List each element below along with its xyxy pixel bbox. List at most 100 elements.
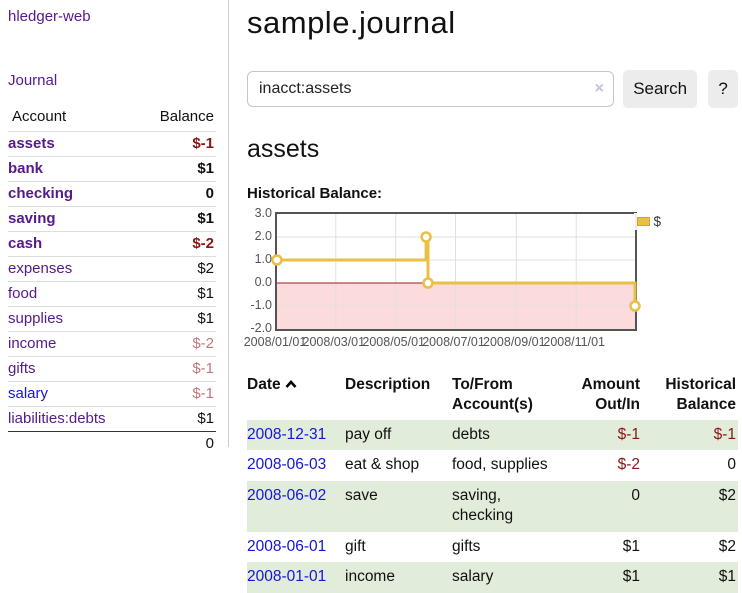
accounts-total-value: 0 [136,431,216,456]
account-row: supplies $1 [8,306,216,332]
account-row: income $-2 [8,331,216,357]
account-row: checking 0 [8,181,216,207]
historical-balance-chart: 3.0 2.0 1.0 0.0 -1.0 -2.0 $ 2008/01/01 2008/03… [244,206,667,352]
account-balance: $1 [136,406,216,432]
chart-title: Historical Balance: [247,185,383,202]
transaction-date-link[interactable]: 2008-06-01 [247,537,327,555]
data-point-marker [420,231,432,243]
transaction-balance: $2 [718,486,736,504]
account-link-food[interactable]: food [8,285,38,302]
account-row: salary $-1 [8,381,216,407]
nav-journal-link[interactable]: Journal [8,72,58,89]
account-balance: $2 [136,256,216,282]
account-link-expenses[interactable]: expenses [8,260,73,277]
register-header-accounts: To/From Account(s) [452,376,533,414]
account-balance: $1 [136,156,216,182]
account-row: saving $1 [8,206,216,232]
chart-legend: $ [634,213,664,230]
account-balance: $-1 [136,131,216,157]
clear-search-icon[interactable]: × [594,80,604,97]
search-button[interactable]: Search [623,70,698,108]
account-row: assets $-1 [8,131,216,157]
account-balance: $1 [136,281,216,307]
account-link-supplies[interactable]: supplies [8,310,64,327]
transaction-description: income [345,568,395,586]
transaction-balance: 0 [727,456,736,474]
y-tick-label: -2.0 [250,321,272,335]
search-form: × Search ? [247,70,738,108]
account-link-assets[interactable]: assets [8,135,55,152]
y-tick-label: -1.0 [250,298,272,312]
x-tick-label: 2008/11/01 [543,335,606,349]
transaction-date-link[interactable]: 2008-01-01 [247,568,327,586]
transaction-date-link[interactable]: 2008-06-03 [247,456,327,474]
data-point-marker [422,277,434,289]
account-row: gifts $-1 [8,356,216,382]
account-balance: $-1 [136,381,216,407]
account-row: liabilities:debts $1 [8,406,216,432]
x-tick-label: 2008/03/01 [302,335,366,349]
account-link-saving[interactable]: saving [8,210,56,227]
account-link-salary[interactable]: salary [8,385,49,402]
chart-y-axis: 3.0 2.0 1.0 0.0 -1.0 -2.0 [247,206,272,335]
register-header-description: Description [345,376,431,393]
transaction-accounts: salary [452,568,494,586]
register-header-amount: Amount Out/In [581,376,640,414]
transaction-amount: $1 [622,537,640,555]
account-balance: 0 [136,181,216,207]
search-input[interactable] [247,71,614,107]
transaction-date-link[interactable]: 2008-06-02 [247,486,327,504]
account-link-bank[interactable]: bank [8,160,44,177]
legend-swatch-icon [637,217,651,226]
account-link-income[interactable]: income [8,335,57,352]
account-link-checking[interactable]: checking [8,185,74,202]
register-header-balance: Historical Balance [665,376,736,414]
transaction-balance: $-1 [713,425,736,443]
data-point-marker [271,254,283,266]
account-balance: $1 [136,306,216,332]
accounts-header-account: Account [12,108,67,125]
account-link-cash[interactable]: cash [8,235,43,252]
account-row: expenses $2 [8,256,216,282]
sort-asc-icon [285,375,297,395]
accounts-header-balance: Balance [159,108,214,125]
register-header-date[interactable]: Date [247,371,345,420]
main-content: sample.journal × Search ? assets Histori… [244,0,738,593]
transaction-accounts: saving, checking [452,486,514,525]
transaction-amount: 0 [631,486,640,504]
transaction-description: gift [345,537,366,555]
transaction-amount: $-1 [617,425,640,443]
account-link-gifts[interactable]: gifts [8,360,36,377]
account-row: bank $1 [8,156,216,182]
chart-x-axis: 2008/01/01 2008/03/01 2008/05/01 2008/07/01… [244,335,637,351]
register-row: 2008-06-01 gift gifts $1 $2 [247,532,738,562]
accounts-header-row: Account Balance [8,104,216,132]
account-balance: $-1 [136,356,216,382]
x-tick-label: 2008/07/01 [422,335,485,349]
transaction-accounts: debts [452,425,490,443]
data-point-marker [629,300,641,312]
accounts-table: Account Balance assets $-1 bank $1 check… [8,104,216,456]
y-tick-label: 1.0 [254,252,272,266]
transaction-description: save [345,486,378,504]
y-tick-label: 3.0 [254,206,272,220]
register-row: 2008-12-31 pay off debts $-1 $-1 [247,419,738,451]
help-button[interactable]: ? [708,70,738,108]
legend-label: $ [653,214,661,229]
page-title: sample.journal [247,5,456,40]
account-link-liabilities-debts[interactable]: liabilities:debts [8,410,106,427]
transaction-amount: $-2 [617,456,640,474]
transaction-date-link[interactable]: 2008-12-31 [247,425,327,443]
register-row: 2008-06-02 save saving, checking 0 $2 [247,480,738,532]
app-brand-link[interactable]: hledger-web [8,8,91,25]
y-tick-label: 0.0 [254,275,272,289]
chart-plot-area [271,212,641,331]
account-row: cash $-2 [8,231,216,257]
accounts-total-row: 0 [8,431,216,456]
sidebar: hledger-web Journal Account Balance asse… [0,0,229,456]
register-table: Date Description To/From Account(s) Amou… [247,371,738,593]
transaction-accounts: gifts [452,537,481,555]
register-row: 2008-01-01 income salary $1 $1 [247,562,738,593]
account-balance: $-2 [136,231,216,257]
x-tick-label: 2008/09/01 [483,335,546,349]
